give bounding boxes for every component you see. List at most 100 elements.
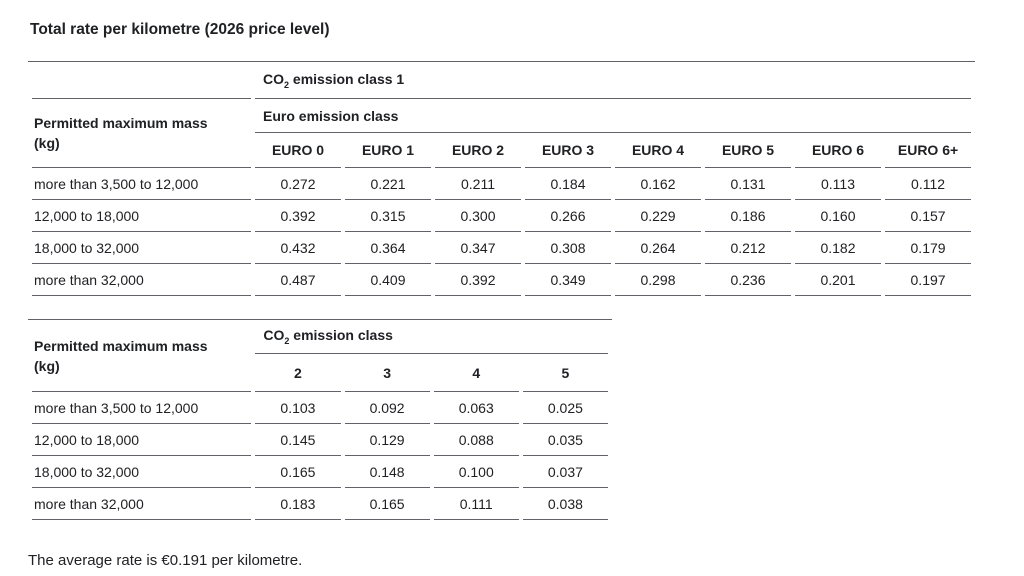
table-row: more than 32,000 0.487 0.409 0.392 0.349… [32, 264, 972, 296]
co2-header-rest: emission class 1 [289, 70, 405, 87]
column-header-euro-2: EURO 2 [435, 133, 521, 168]
row-header-line2: (kg) [34, 357, 60, 374]
table-row-euro-header: Permitted maximum mass (kg) Euro emissio… [32, 99, 972, 168]
rate-table-co2-class-1: CO2 emission class 1 Permitted maximum m… [28, 61, 976, 296]
row-header-permitted-mass: Permitted maximum mass (kg) [32, 99, 251, 168]
rate-cell: 0.201 [795, 264, 881, 296]
column-header-class-5: 5 [522, 354, 608, 392]
row-header-line1: Permitted maximum mass [34, 337, 208, 354]
row-label: 18,000 to 32,000 [32, 232, 251, 264]
rate-cell: 0.092 [344, 392, 430, 424]
column-header-euro-1: EURO 1 [345, 133, 431, 168]
column-header-class-4: 4 [433, 354, 519, 392]
rate-cell: 0.088 [433, 424, 519, 456]
column-header-euro-6plus: EURO 6+ [885, 133, 972, 168]
empty-corner-cell [32, 62, 251, 99]
rate-cell: 0.131 [705, 168, 791, 200]
row-label: 12,000 to 18,000 [32, 424, 252, 456]
co2-header-rest: emission class [289, 327, 393, 343]
table-row: more than 3,500 to 12,000 0.103 0.092 0.… [32, 392, 608, 424]
rate-cell: 0.037 [522, 456, 608, 488]
rate-cell: 0.298 [615, 264, 701, 296]
rate-cell: 0.308 [525, 232, 611, 264]
rate-cell: 0.186 [705, 200, 791, 232]
rate-cell: 0.162 [615, 168, 701, 200]
table-row-euro-columns: EURO 0 EURO 1 EURO 2 EURO 3 EURO 4 EURO … [32, 133, 972, 168]
co2-subscript: 2 [284, 79, 290, 90]
table-row-co2-header: CO2 emission class 1 [32, 62, 972, 99]
row-label: more than 3,500 to 12,000 [32, 168, 251, 200]
column-header-euro-3: EURO 3 [525, 133, 611, 168]
euro-emission-class-header: Euro emission class [255, 99, 972, 133]
rate-cell: 0.266 [525, 200, 611, 232]
row-label: more than 3,500 to 12,000 [32, 392, 252, 424]
rate-cell: 0.300 [435, 200, 521, 232]
column-header-euro-6: EURO 6 [795, 133, 881, 168]
co2-class-header: CO2 emission class [255, 320, 608, 354]
rate-cell: 0.025 [522, 392, 608, 424]
rate-cell: 0.148 [344, 456, 430, 488]
table-row: 12,000 to 18,000 0.145 0.129 0.088 0.035 [32, 424, 608, 456]
rate-cell: 0.165 [344, 488, 430, 520]
rate-cell: 0.432 [255, 232, 341, 264]
rate-cell: 0.212 [705, 232, 791, 264]
rate-cell: 0.129 [344, 424, 430, 456]
rate-cell: 0.182 [795, 232, 881, 264]
rate-cell: 0.157 [885, 200, 972, 232]
co2-header-base: CO [263, 327, 285, 343]
rate-cell: 0.264 [615, 232, 701, 264]
rate-cell: 0.392 [435, 264, 521, 296]
co2-header-base: CO [263, 70, 284, 87]
rate-cell: 0.179 [885, 232, 972, 264]
column-header-euro-4: EURO 4 [615, 133, 701, 168]
co2-subscript: 2 [284, 336, 290, 346]
row-label: more than 32,000 [32, 488, 252, 520]
rate-cell: 0.165 [255, 456, 341, 488]
rate-cell: 0.183 [255, 488, 341, 520]
rate-cell: 0.038 [522, 488, 608, 520]
rate-cell: 0.236 [705, 264, 791, 296]
rate-cell: 0.103 [255, 392, 341, 424]
row-label: more than 32,000 [32, 264, 251, 296]
table-row-class-columns: 2 3 4 5 [32, 354, 608, 392]
rate-cell: 0.347 [435, 232, 521, 264]
rate-cell: 0.112 [885, 168, 972, 200]
rate-cell: 0.197 [885, 264, 972, 296]
row-header-line2: (kg) [34, 135, 60, 151]
rate-cell: 0.272 [255, 168, 341, 200]
table-row-co2-header: Permitted maximum mass (kg) CO2 emission… [32, 320, 608, 392]
rate-cell: 0.184 [525, 168, 611, 200]
rate-cell: 0.211 [435, 168, 521, 200]
rate-cell: 0.221 [345, 168, 431, 200]
co2-class-1-header: CO2 emission class 1 [255, 62, 972, 99]
table-row: more than 32,000 0.183 0.165 0.111 0.038 [32, 488, 608, 520]
column-header-class-3: 3 [344, 354, 430, 392]
rate-cell: 0.229 [615, 200, 701, 232]
rate-cell: 0.349 [525, 264, 611, 296]
rate-cell: 0.145 [255, 424, 341, 456]
rate-cell: 0.100 [433, 456, 519, 488]
column-header-euro-0: EURO 0 [255, 133, 341, 168]
rate-cell: 0.113 [795, 168, 881, 200]
row-header-permitted-mass: Permitted maximum mass (kg) [32, 320, 252, 392]
rate-cell: 0.487 [255, 264, 341, 296]
rate-cell: 0.063 [433, 392, 519, 424]
rate-cell: 0.364 [345, 232, 431, 264]
rate-cell: 0.035 [522, 424, 608, 456]
rate-cell: 0.160 [795, 200, 881, 232]
average-rate-text: The average rate is €0.191 per kilometre… [28, 552, 303, 569]
column-header-class-2: 2 [255, 354, 341, 392]
table-row: 12,000 to 18,000 0.392 0.315 0.300 0.266… [32, 200, 972, 232]
table-row: more than 3,500 to 12,000 0.272 0.221 0.… [32, 168, 972, 200]
rate-cell: 0.392 [255, 200, 341, 232]
column-header-euro-5: EURO 5 [705, 133, 791, 168]
table-row: 18,000 to 32,000 0.165 0.148 0.100 0.037 [32, 456, 608, 488]
rate-cell: 0.409 [345, 264, 431, 296]
row-label: 12,000 to 18,000 [32, 200, 251, 232]
rate-cell: 0.111 [433, 488, 519, 520]
rate-cell: 0.315 [345, 200, 431, 232]
row-header-line1: Permitted maximum mass [34, 115, 208, 131]
table-row: 18,000 to 32,000 0.432 0.364 0.347 0.308… [32, 232, 972, 264]
row-label: 18,000 to 32,000 [32, 456, 252, 488]
